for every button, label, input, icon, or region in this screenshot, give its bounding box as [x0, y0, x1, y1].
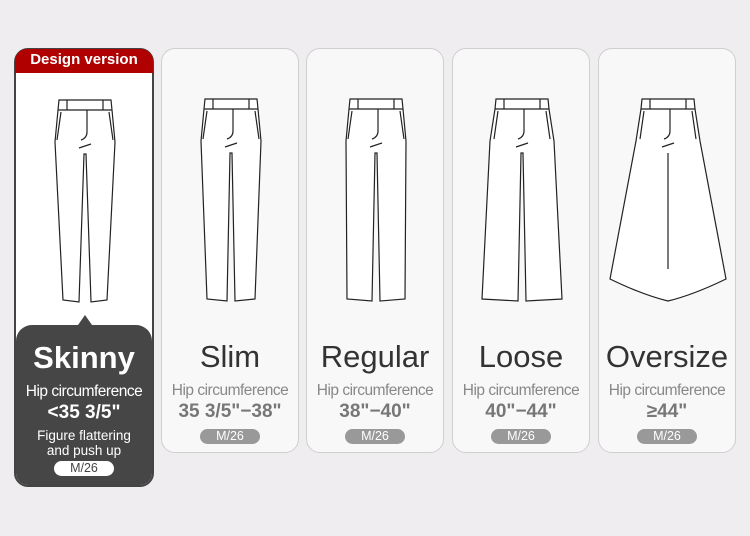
hip-range: <35 3/5" — [47, 402, 121, 423]
pants-belt-loops — [503, 99, 541, 109]
pants-regular-illustration — [345, 98, 407, 302]
hip-range: 38"−40" — [339, 401, 411, 422]
pants-pockets — [202, 110, 260, 140]
pants-pockets — [347, 110, 405, 140]
card-skinny[interactable]: Design version Skinny Hip circumference … — [14, 48, 154, 487]
hip-range: ≥44" — [646, 401, 688, 422]
card-slim[interactable]: Slim Hip circumference 35 3/5"−38" M/26 — [161, 48, 299, 453]
pants-fly — [80, 110, 88, 141]
pants-crotch-seam — [661, 142, 675, 148]
pants-crotch-seam — [224, 142, 238, 148]
design-version-badge: Design version — [15, 49, 153, 73]
fit-title: Regular — [320, 339, 430, 374]
pants-crotch-seam — [369, 142, 383, 148]
size-pill: M/26 — [491, 429, 551, 444]
hip-label: Hip circumference — [608, 382, 726, 399]
pants-outline — [54, 99, 116, 303]
hip-label: Hip circumference — [171, 382, 289, 399]
pants-oversize-illustration — [609, 98, 727, 302]
pants-fly — [663, 109, 671, 140]
card-loose[interactable]: Loose Hip circumference 40"−44" M/26 — [452, 48, 590, 453]
fit-description: Figure flattering and push up — [37, 428, 131, 458]
pants-fly — [371, 109, 379, 140]
pants-outline — [345, 98, 407, 302]
size-pill: M/26 — [54, 461, 114, 476]
pants-pockets — [639, 110, 697, 140]
pants-skinny-illustration — [54, 99, 116, 303]
pants-belt-loops — [357, 99, 395, 109]
pants-outline — [481, 98, 563, 302]
card-oversize[interactable]: Oversize Hip circumference ≥44" M/26 — [598, 48, 736, 453]
pants-pockets — [493, 110, 551, 140]
pants-loose-illustration — [481, 98, 563, 302]
pants-slim-illustration — [200, 98, 262, 302]
fit-title: Skinny — [33, 340, 135, 375]
pants-fly — [226, 109, 234, 140]
fit-title: Loose — [478, 339, 564, 374]
pants-crotch-seam — [78, 143, 92, 149]
pants-pockets — [56, 111, 114, 141]
card-regular[interactable]: Regular Hip circumference 38"−40" M/26 — [306, 48, 444, 453]
featured-info-panel — [16, 315, 152, 485]
pants-fly — [517, 109, 525, 140]
pants-belt-loops — [212, 99, 250, 109]
hip-label: Hip circumference — [25, 383, 143, 400]
pants-belt-loops — [66, 100, 104, 110]
pants-outline — [200, 98, 262, 302]
hip-label: Hip circumference — [316, 382, 434, 399]
size-pill: M/26 — [637, 429, 697, 444]
pants-crotch-seam — [515, 142, 529, 148]
hip-label: Hip circumference — [462, 382, 580, 399]
size-pill: M/26 — [200, 429, 260, 444]
pants-belt-loops — [649, 99, 687, 109]
hip-range: 40"−44" — [485, 401, 557, 422]
hip-range: 35 3/5"−38" — [178, 401, 282, 422]
size-pill: M/26 — [345, 429, 405, 444]
fit-title: Oversize — [605, 339, 729, 374]
fit-title: Slim — [199, 339, 261, 374]
